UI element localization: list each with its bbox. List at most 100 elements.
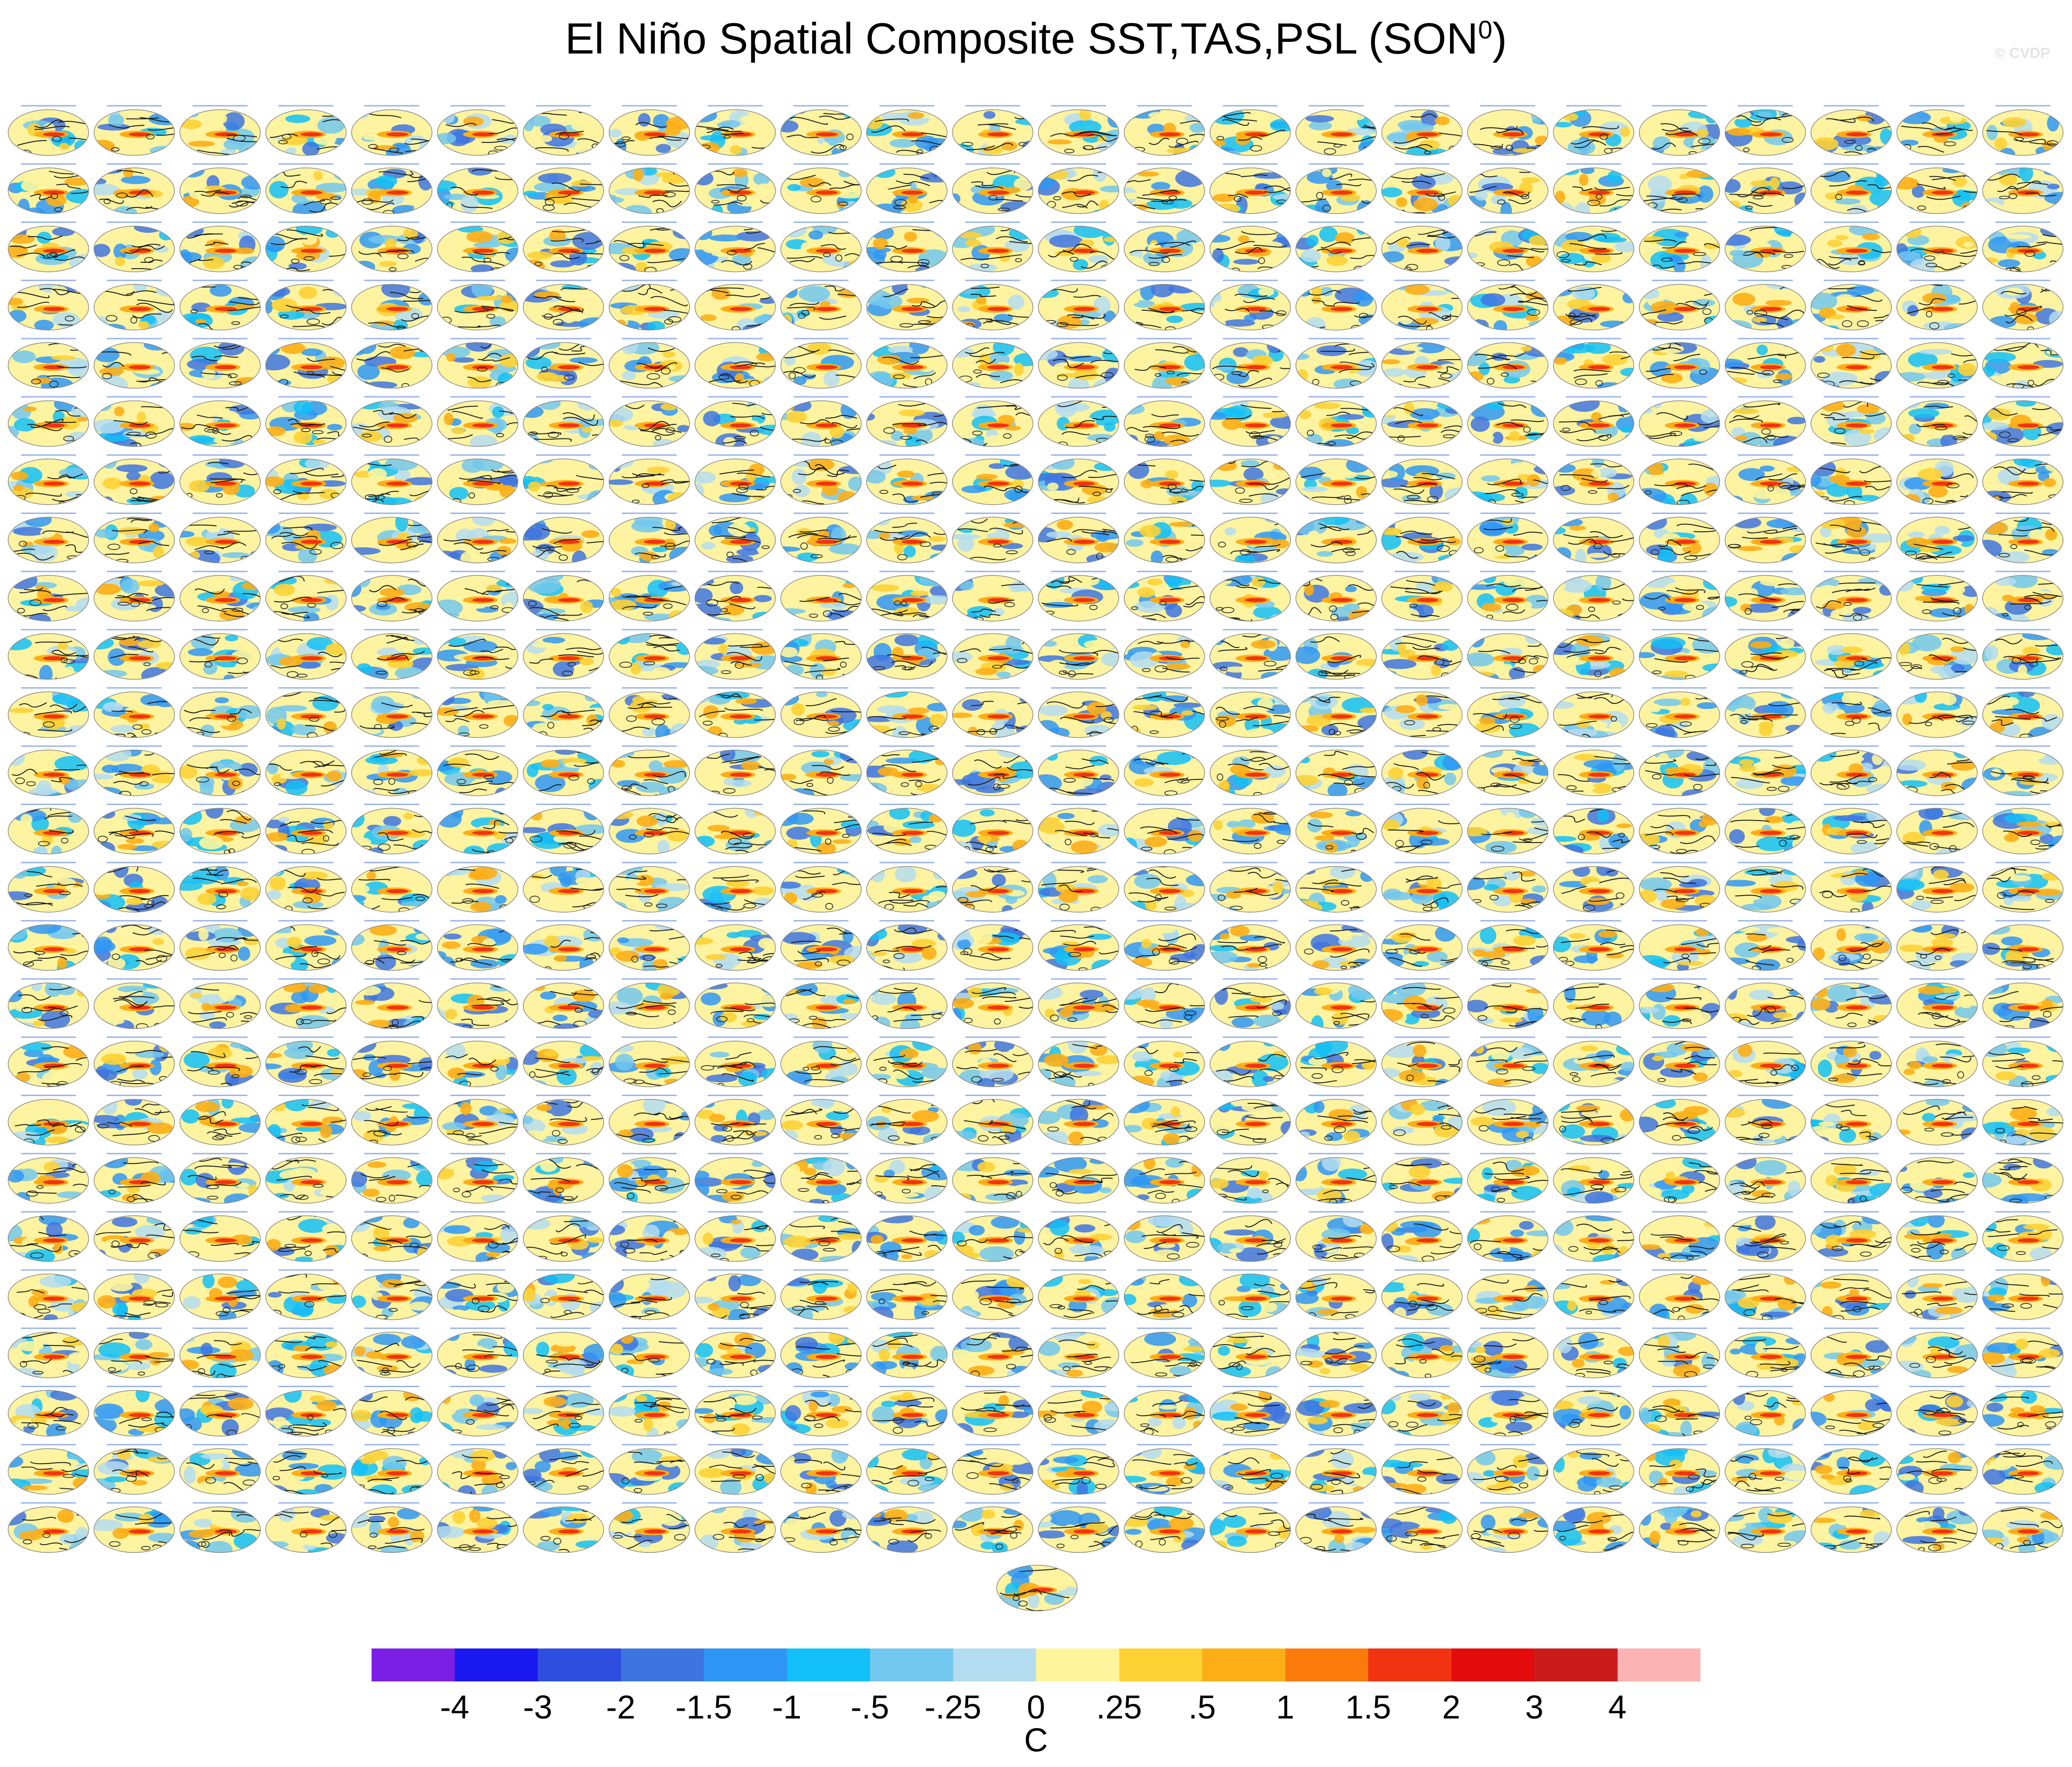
globe-map-icon (1639, 342, 1720, 389)
panel-caption-line (1995, 1153, 2050, 1155)
panel-caption-line (21, 1211, 76, 1213)
panel-caption-line (1566, 163, 1621, 165)
panel-caption-line (364, 571, 420, 573)
panel-caption-line (536, 862, 591, 864)
panel-caption-line (1137, 454, 1192, 456)
globe-map-icon (1295, 109, 1377, 156)
globe-map-icon (1123, 1041, 1205, 1087)
globe-map-icon (609, 808, 690, 854)
globe-map-icon (1209, 226, 1291, 272)
globe-map-icon (780, 226, 862, 272)
globe-map-icon (1982, 226, 2064, 272)
globe-map-icon (1209, 1215, 1291, 1262)
globe-map-icon (1982, 1215, 2064, 1262)
globe-map-icon (866, 1390, 948, 1437)
panel-caption-line (1223, 1444, 1278, 1446)
globe-map-icon (93, 1157, 175, 1204)
globe-map-icon (1295, 633, 1377, 680)
globe-map-icon (179, 750, 261, 796)
panel-caption-line (1824, 920, 1879, 922)
globe-map-icon (1381, 750, 1463, 796)
globe-map-icon (1810, 1448, 1892, 1495)
panel-caption-line (1480, 1444, 1535, 1446)
panel-caption-line (622, 280, 677, 281)
globe-map-icon (1123, 109, 1205, 156)
globe-map-icon (437, 226, 518, 272)
globe-map-icon (1896, 284, 1978, 330)
panel-caption-line (1394, 163, 1450, 165)
globe-map-icon (179, 924, 261, 971)
globe-map-icon (694, 1448, 776, 1495)
globe-map-icon (1982, 1390, 2064, 1437)
panel-caption-line (1394, 1386, 1450, 1387)
globe-map-icon (1810, 1099, 1892, 1146)
panel-caption-line (364, 396, 420, 398)
globe-map-icon (1209, 1506, 1291, 1553)
globe-map-icon (1553, 400, 1635, 447)
globe-map-icon (265, 459, 347, 505)
panel-caption-line (107, 396, 162, 398)
panel-caption-line (879, 1269, 934, 1271)
panel-caption-line (536, 338, 591, 340)
globe-map-icon (866, 1332, 948, 1378)
globe-map-icon (1982, 1506, 2064, 1553)
globe-map-icon (8, 866, 89, 913)
panel-caption-line (364, 280, 420, 281)
panel-caption-line (450, 804, 505, 805)
panel-caption-line (1910, 396, 1964, 398)
panel-caption-line (879, 105, 934, 107)
globe-map-icon (780, 517, 862, 563)
globe-map-icon (1725, 982, 1806, 1029)
panel-caption-line (1824, 1153, 1879, 1155)
globe-map-icon (179, 1448, 261, 1495)
globe-map-icon (1123, 750, 1205, 796)
panel-caption-line (793, 804, 849, 805)
panel-caption-line (793, 280, 849, 281)
globe-map-icon (1467, 866, 1549, 913)
panel-caption-line (364, 163, 420, 165)
globe-map-icon (952, 575, 1034, 621)
globe-map-icon (179, 982, 261, 1029)
globe-map-icon (93, 750, 175, 796)
globe-map-icon (179, 1506, 261, 1553)
globe-map-icon (523, 109, 604, 156)
panel-caption-line (1394, 862, 1450, 864)
panel-caption-line (278, 280, 334, 281)
panel-caption-line (1394, 338, 1450, 340)
panel-caption-line (193, 1269, 248, 1271)
panel-caption-line (879, 454, 934, 456)
globe-map-icon (1381, 342, 1463, 389)
colorbar-tick-label: -.5 (850, 1689, 890, 1726)
panel-caption-line (1652, 396, 1707, 398)
globe-map-icon (1467, 808, 1549, 854)
globe-map-icon (8, 1332, 89, 1378)
panel-caption-line (1480, 222, 1535, 223)
globe-map-icon (1209, 575, 1291, 621)
globe-map-icon (694, 284, 776, 330)
panel-caption-line (1652, 1444, 1707, 1446)
globe-map-icon (952, 1273, 1034, 1320)
panel-caption-line (793, 396, 849, 398)
panel-caption-line (450, 1269, 505, 1271)
panel-caption-line (1910, 280, 1964, 281)
panel-caption-line (1308, 280, 1364, 281)
panel-caption-line (1480, 687, 1535, 689)
globe-map-icon (952, 400, 1034, 447)
colorbar (372, 1648, 1700, 1681)
panel-caption-line (965, 1095, 1020, 1096)
panel-caption-line (278, 1386, 334, 1387)
panel-caption-line (793, 454, 849, 456)
panel-caption-line (1824, 396, 1879, 398)
panel-caption-line (1995, 629, 2050, 631)
panel-caption-line (450, 280, 505, 281)
panel-caption-line (1308, 105, 1364, 107)
panel-caption-line (1394, 687, 1450, 689)
globe-map-icon (694, 517, 776, 563)
globe-map-icon (694, 226, 776, 272)
globe-map-icon (265, 982, 347, 1029)
globe-map-icon (1896, 691, 1978, 738)
globe-map-icon (93, 575, 175, 621)
colorbar-tick-label: 4 (1608, 1689, 1627, 1726)
panel-caption-line (707, 1153, 763, 1155)
panel-caption-line (1910, 920, 1964, 922)
